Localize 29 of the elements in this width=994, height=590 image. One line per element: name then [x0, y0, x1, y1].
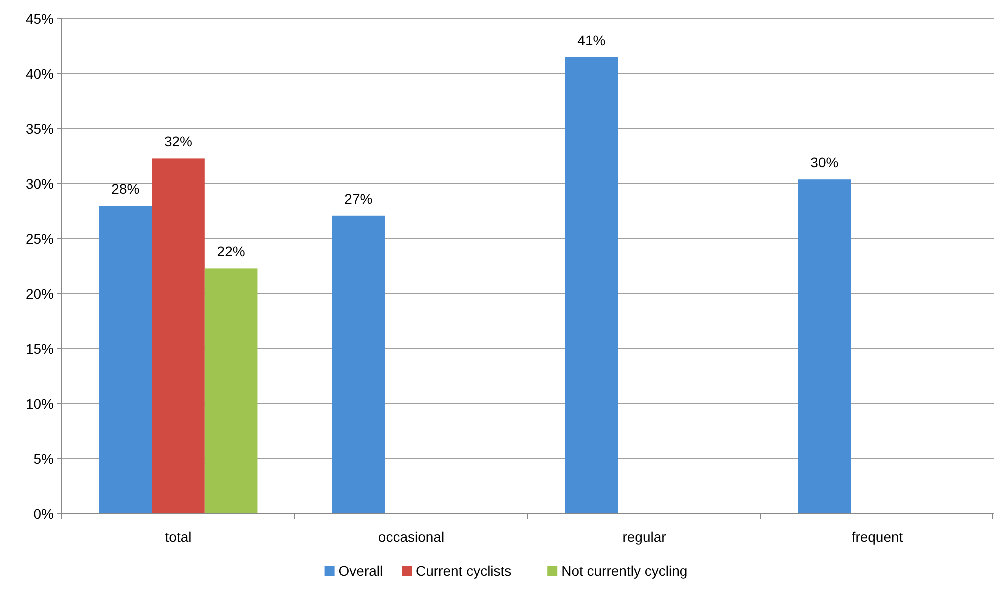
- y-tick-label: 20%: [26, 286, 54, 302]
- legend-label: Overall: [338, 563, 384, 579]
- y-tick-label: 5%: [34, 450, 54, 467]
- y-tick-label: 10%: [26, 396, 54, 412]
- bar: [99, 206, 152, 514]
- bar: [152, 158, 205, 514]
- x-tick-label: regular: [622, 529, 667, 545]
- y-tick-label: 35%: [26, 120, 54, 137]
- x-tick-label: total: [165, 529, 192, 545]
- data-label: 32%: [164, 134, 193, 150]
- y-tick-label: 45%: [26, 10, 54, 27]
- y-tick-label: 30%: [26, 176, 54, 192]
- bar: [798, 180, 852, 514]
- data-label: 28%: [112, 181, 140, 197]
- legend-label: Current cyclists: [416, 563, 512, 579]
- bar: [204, 268, 258, 514]
- y-tick-label: 25%: [26, 230, 54, 247]
- x-tick-label: occasional: [378, 529, 445, 545]
- data-label: 27%: [344, 190, 373, 207]
- legend-label: Not currently cycling: [562, 563, 688, 579]
- y-tick-label: 0%: [34, 506, 54, 522]
- bar: [565, 58, 618, 514]
- data-label: 22%: [217, 244, 246, 260]
- data-label: 41%: [578, 32, 606, 48]
- data-label: 30%: [810, 154, 839, 171]
- y-tick-label: 15%: [26, 340, 54, 357]
- bar: [332, 216, 386, 514]
- x-tick-label: frequent: [852, 529, 904, 545]
- y-tick-label: 40%: [26, 66, 54, 82]
